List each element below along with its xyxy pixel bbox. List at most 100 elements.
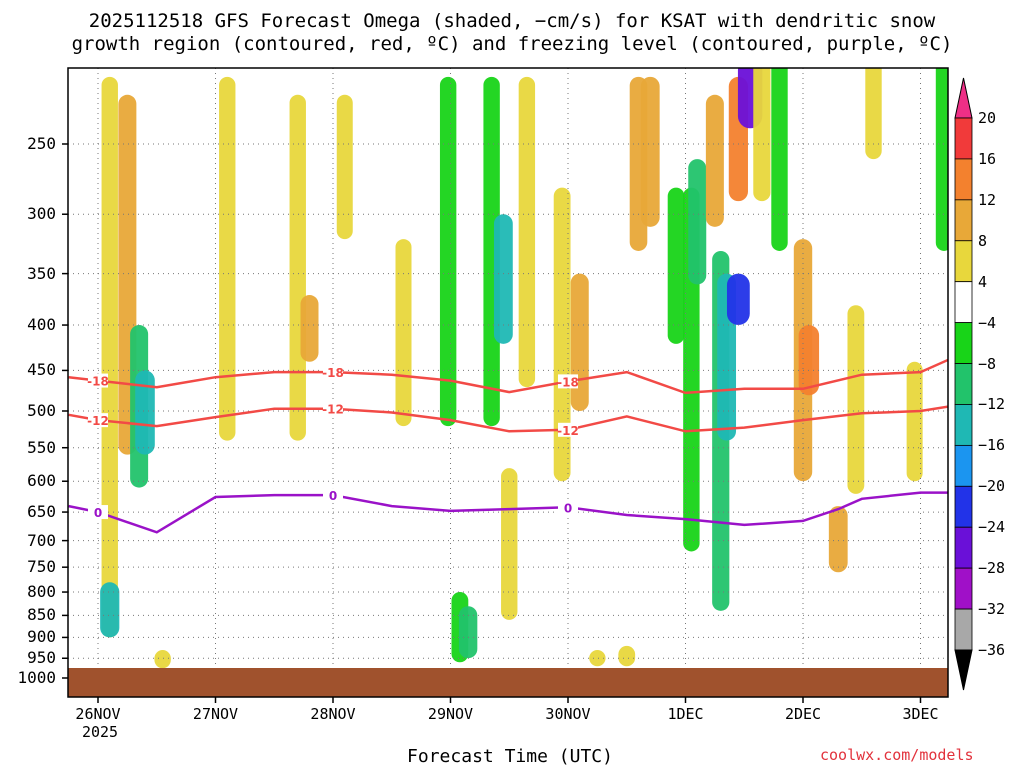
x-tick-label: 26NOV [75,705,121,723]
omega-cell [289,94,306,441]
contour-label-bg [558,374,578,389]
colorbar-swatch [954,240,973,283]
colorbar-swatch [954,363,973,405]
omega-cell [154,650,171,669]
colorbar-swatch [954,526,973,569]
omega-cell [847,305,865,494]
omega-cell [101,76,118,638]
x-tick-label: 30NOV [545,705,591,723]
year-label: 2025 [81,723,119,741]
y-tick-label: 450 [27,360,56,380]
colorbar-label: −4 [978,313,997,332]
colorbar-swatch [954,322,973,364]
omega-cell [618,645,636,667]
colorbar-swatch [954,281,973,324]
y-tick-label: 500 [27,401,56,420]
credit-link[interactable]: coolwx.com/models [820,746,974,764]
colorbar-label: −32 [978,600,1006,619]
omega-cell [336,94,353,240]
contour-label: 0 [329,489,337,503]
contour-label-bg [323,488,343,503]
dsg-contour [68,358,948,395]
colorbar-swatch [954,485,973,528]
omega-cell [501,468,518,620]
contour-label-bg [88,373,108,388]
contour-label: -12 [322,403,344,417]
y-tick-label: 700 [27,530,56,550]
colorbar-label: 4 [978,272,988,291]
omega-cell [518,76,536,388]
x-tick-label: 2DEC [784,705,822,723]
omega-cell [493,214,513,344]
omega-cell [395,239,412,427]
colorbar-label: −16 [978,436,1006,455]
ground-strip [68,668,948,697]
omega-cell [865,68,882,160]
omega-cell [753,68,771,202]
y-tick-label: 400 [27,315,56,335]
x-tick-label: 3DEC [902,705,939,723]
omega-cell [935,68,948,251]
colorbar-label: −24 [978,518,1006,537]
colorbar-swatch [954,199,973,242]
plot-area: -18 -18 -18 -12 -12 -12 0 0 0 [68,68,948,697]
omega-cell [553,187,571,482]
omega-cell [667,187,685,344]
omega-cell [300,295,319,362]
colorbar-swatch [954,567,973,610]
colorbar-swatch [954,608,973,651]
contour-label-bg [323,401,343,416]
y-tick-label: 300 [27,204,56,224]
omega-cell [135,370,155,455]
contour-label-bg [88,413,108,428]
omega-cell [458,606,478,659]
x-tick-label: 1DEC [667,705,704,723]
contour-label: 0 [564,501,572,515]
colorbar-label: −28 [978,559,1006,578]
colorbar-label: 8 [978,231,988,250]
contour-label: -18 [87,375,109,389]
y-tick-label: 950 [27,648,56,668]
omega-cell [906,361,923,482]
omega-cell [640,76,660,227]
contour-label: -12 [87,414,109,428]
colorbar-label: 12 [978,190,997,209]
contour-label: -18 [557,375,579,389]
y-tick-label: 550 [27,437,56,457]
colorbar-label: 20 [978,109,997,127]
contour-label-bg [323,365,343,380]
omega-cell [726,273,750,326]
colorbar-swatch [954,404,973,446]
omega-cell [219,76,236,441]
plot-frame [67,67,949,698]
omega-cell [688,159,707,285]
colorbar-label: −20 [978,477,1006,496]
colorbar-label: 16 [978,149,997,168]
colorbar-under-arrow [954,649,973,691]
y-tick-label: 1000 [17,668,56,687]
contour-label-bg [88,505,108,520]
colorbar-swatch [954,444,973,487]
omega-cell [589,650,606,667]
y-tick-label: 650 [27,502,56,522]
y-tick-label: 750 [27,557,56,577]
omega-cell [570,273,589,411]
y-tick-label: 900 [27,627,56,647]
y-tick-label: 600 [27,471,56,491]
contour-label: -18 [322,366,344,380]
y-tick-label: 850 [27,605,56,625]
y-tick-label: 250 [27,134,56,153]
omega-cell [705,94,724,227]
y-tick-label: 800 [27,582,56,602]
omega-cell [798,325,820,396]
omega-cell [771,68,788,251]
chart-title-line-2: growth region (contoured, red, ºC) and f… [71,33,953,55]
contour-label: 0 [94,506,102,520]
colorbar-over-arrow [954,77,973,119]
freezing-level-contour [68,491,948,534]
contour-label-bg [558,422,578,437]
dsg-contour [68,405,948,433]
colorbar-swatch [954,117,973,160]
chart-title-line-1: 2025112518 GFS Forecast Omega (shaded, −… [88,10,936,32]
